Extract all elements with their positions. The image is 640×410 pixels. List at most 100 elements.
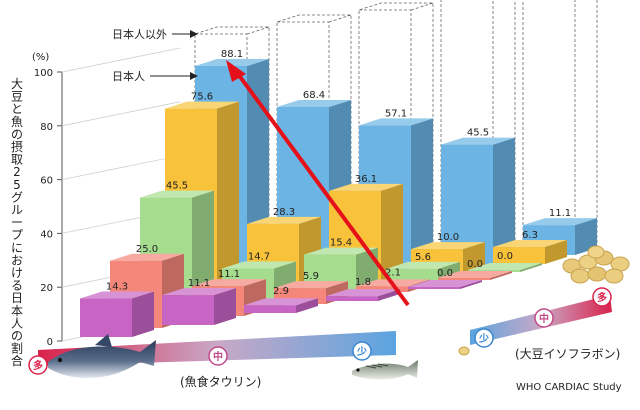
legend-non-japanese: 日本人以外 [112, 27, 167, 41]
bar-value-label: 0.0 [467, 259, 483, 270]
soybean [570, 268, 590, 284]
y-axis-title-char: 取 [11, 153, 23, 167]
bar [493, 240, 567, 264]
y-axis-title-char: 豆 [11, 90, 23, 104]
level-circle [474, 328, 494, 348]
bar-top [192, 279, 266, 287]
bar-value-label: 11.1 [188, 278, 210, 289]
legend: 日本人以外 日本人 [112, 27, 198, 83]
bar-value-label: 75.6 [191, 92, 213, 103]
bar-value-label: 2.1 [385, 267, 401, 278]
bar-side [381, 183, 403, 288]
y-axis-title-char: 人 [11, 316, 23, 330]
bar-front [326, 296, 378, 301]
bar-value-label: 45.5 [166, 181, 188, 192]
soybeans-illustration [458, 245, 630, 356]
bar-top [222, 261, 296, 269]
level-circle [534, 308, 554, 328]
bar-top [304, 247, 378, 255]
bar-side [545, 240, 567, 264]
non-japanese-outline [522, 0, 598, 255]
y-axis-title-char: ー [11, 216, 23, 230]
y-axis-title-char: 本 [11, 304, 23, 318]
bar [244, 298, 318, 313]
bar-side [217, 101, 239, 312]
y-tick-label: 0 [47, 337, 53, 348]
y-axis-title-char: 5 [13, 178, 21, 192]
bar-front [438, 278, 490, 280]
bar-top [468, 263, 542, 270]
level-circle [28, 355, 48, 375]
bar-value-label: 0.0 [497, 251, 513, 262]
y-axis-title-char: グ [11, 190, 23, 204]
bar-top [277, 100, 351, 108]
y-axis-title-char: け [11, 266, 23, 280]
y-axis-title-char: 魚 [11, 115, 23, 129]
bar-side [490, 271, 512, 280]
bar-top [441, 137, 515, 145]
bar-top [523, 218, 597, 226]
y-tick-label: 20 [40, 283, 53, 294]
bar-value-label: 14.7 [248, 251, 270, 262]
bar-side [575, 218, 597, 255]
bar-top [140, 190, 214, 198]
level-circle-label: 多 [33, 359, 43, 372]
legend-non-japanese-arrowhead [190, 30, 198, 38]
mackerel-eye [356, 368, 360, 372]
bar-top [359, 118, 433, 126]
y-tick-label: 60 [40, 176, 53, 187]
bar-top [80, 291, 154, 299]
y-axis-title-char: ル [11, 203, 23, 217]
y-axis-title-char: 2 [13, 165, 21, 179]
y-axis-title-char: 割 [11, 341, 23, 356]
bar-value-label: 10.0 [437, 232, 459, 243]
y-tick-label: 80 [40, 122, 53, 133]
y-tick-label: 100 [34, 68, 53, 79]
level-circle [592, 287, 612, 307]
bar-value-label: 57.1 [385, 108, 407, 119]
y-axis-title-char: プ [11, 228, 23, 242]
y-axis-title-char: 合 [11, 353, 23, 368]
y-axis-title-char: に [11, 241, 23, 255]
bar-side [411, 118, 433, 279]
bar-value-label: 2.9 [273, 286, 289, 297]
mackerel-stripes [365, 363, 389, 369]
bar-top [326, 289, 400, 297]
bar-top [110, 253, 184, 261]
bar-front [80, 298, 132, 337]
level-circle-label: 少 [478, 332, 489, 345]
bar-value-label: 0.0 [437, 268, 453, 279]
bar-side [520, 263, 542, 272]
bar-value-label: 15.4 [330, 238, 352, 249]
bar-side [296, 298, 318, 313]
mackerel-illustration [352, 360, 418, 380]
bar-top [493, 240, 567, 248]
soybean [587, 245, 605, 259]
y-tick-label: 40 [40, 229, 53, 240]
bar-top [195, 59, 269, 67]
bar-top [162, 288, 236, 296]
y-axis-title-char: と [11, 102, 23, 116]
bar-value-label: 25.0 [136, 244, 158, 255]
bar-top [408, 280, 482, 287]
tuna-fin [95, 334, 112, 347]
bar-value-label: 1.8 [355, 277, 371, 288]
source-credit: WHO CARDIAC Study [516, 382, 622, 393]
soybean [604, 268, 624, 284]
mackerel-body [352, 360, 418, 380]
level-circle [352, 341, 372, 361]
bars: 11.1 45.5 57.1 68.4 88.1 6.3 10.0 36.1 28.3 75.6 0… [80, 0, 598, 337]
bar-value-label: 28.3 [273, 207, 295, 218]
y-axis-title-char: お [11, 253, 23, 267]
tuna-illustration [48, 334, 156, 379]
trend-arrow-line [236, 72, 410, 307]
bar-top [411, 242, 485, 250]
bar-top [329, 183, 403, 191]
bar-value-label: 45.5 [467, 128, 489, 139]
y-axis-title: 大豆と魚の摂取 2 5 グループにおける日本人の割合 [11, 77, 23, 368]
bar-value-label: 36.1 [355, 174, 377, 185]
y-axis-title-char: 日 [11, 291, 23, 305]
bar [438, 271, 512, 280]
bar-front [162, 295, 214, 325]
